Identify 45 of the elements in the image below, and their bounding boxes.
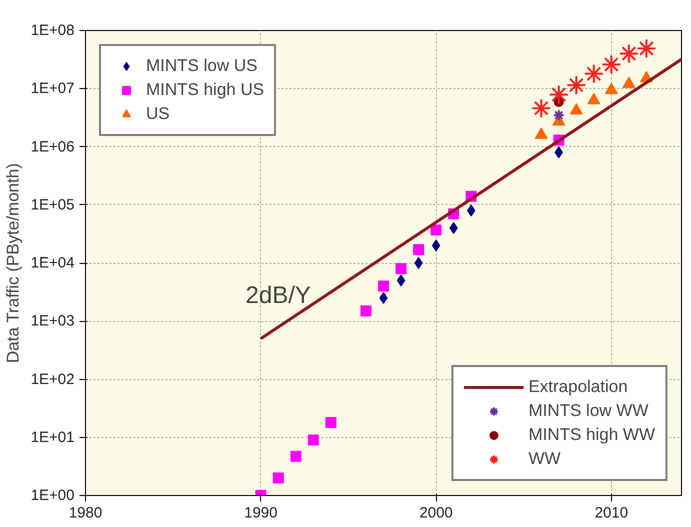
point [449, 222, 458, 234]
point [396, 263, 407, 274]
legend-label: Extrapolation [528, 377, 628, 397]
point [601, 54, 622, 75]
point [325, 417, 336, 428]
y-tick-label: 1E+08 [30, 22, 75, 39]
point [378, 280, 389, 292]
y-tick-label: 1E+01 [30, 428, 75, 446]
point [552, 109, 565, 122]
point [531, 98, 552, 118]
point [636, 38, 656, 59]
point [548, 84, 569, 105]
y-tick-label: 1E+07 [30, 80, 75, 98]
y-tick-label: 1E+06 [30, 138, 75, 156]
legend-label: US [146, 104, 170, 124]
y-tick-label: 1E+03 [30, 312, 75, 330]
point [308, 434, 319, 446]
point [272, 472, 284, 484]
legend-label: MINTS high US [146, 80, 264, 100]
point [379, 292, 388, 304]
y-tick-label: 1E+00 [30, 487, 75, 504]
point [432, 240, 440, 252]
legend-label: MINTS low US [146, 56, 258, 76]
point [414, 257, 423, 269]
point [396, 274, 406, 286]
x-tick-label: 1980 [68, 504, 102, 522]
legend-label: WW [528, 449, 561, 469]
point [566, 75, 586, 96]
x-tick-label: 1990 [244, 504, 278, 522]
point [584, 64, 604, 84]
point [466, 204, 476, 217]
legend-label: MINTS high WW [528, 425, 655, 445]
point [430, 224, 442, 236]
x-tick-label: 2000 [419, 504, 453, 522]
point [618, 44, 639, 64]
y-axis-title: Data Traffic (PByte/month) [4, 163, 23, 364]
y-tick-label: 1E+05 [30, 196, 75, 214]
y-tick-label: 1E+02 [30, 370, 75, 388]
annotation: 2dB/Y [246, 282, 311, 309]
point [413, 244, 424, 256]
y-tick-label: 1E+04 [30, 254, 75, 272]
legend-label: MINTS low WW [528, 401, 648, 421]
point [290, 450, 302, 462]
x-tick-label: 2010 [594, 504, 628, 522]
point [360, 305, 372, 316]
